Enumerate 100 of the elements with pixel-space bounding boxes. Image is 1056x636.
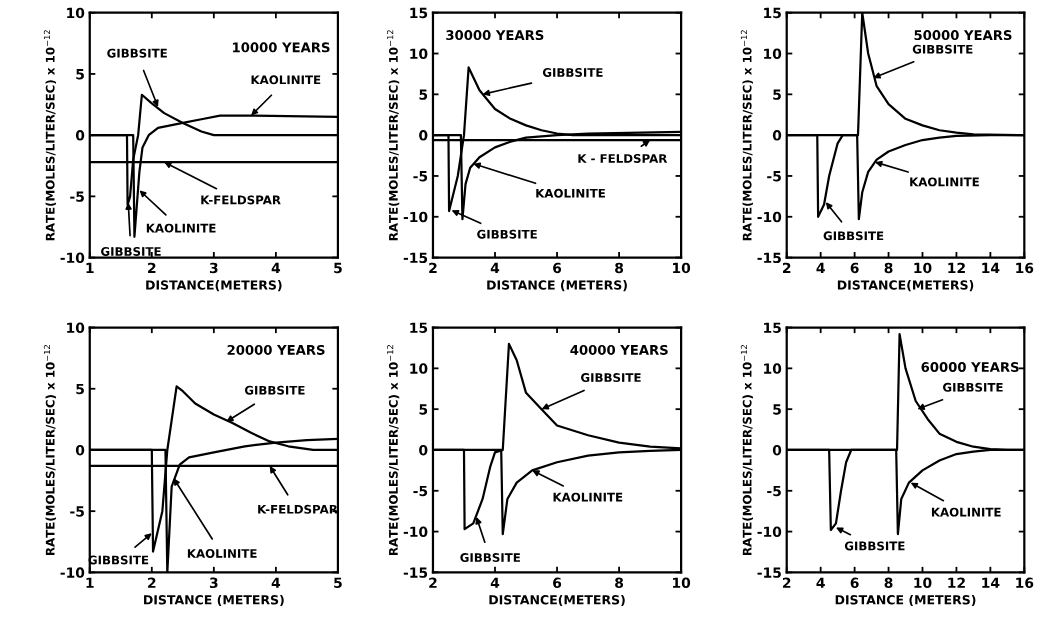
x-tick-label: 16: [1016, 262, 1034, 274]
y-axis-title: RATE(MOLES/LITER/SEC) x 10$^{−12}$: [740, 30, 753, 241]
y-tick-label: -10: [403, 211, 428, 223]
y-tick-label: -15: [757, 252, 781, 264]
y-tick-label: 5: [773, 89, 781, 100]
y-tick-label: 0: [772, 130, 782, 141]
annotation: GIBBSITE: [107, 48, 167, 58]
x-tick-label: 10: [914, 577, 932, 589]
y-tick-label: 5: [419, 89, 428, 100]
x-tick-label: 12: [948, 262, 965, 273]
y-tick-label: -5: [70, 506, 84, 517]
y-axis-title: RATE(MOLES/LITER/SEC) x 10$^{−12}$: [740, 345, 753, 555]
annotation: KAOLINITE: [553, 492, 623, 502]
annotation: GIBBSITE: [823, 231, 884, 241]
x-tick-label: 16: [1016, 577, 1034, 589]
x-tick-label: 1: [86, 577, 94, 588]
x-tick-label: 4: [816, 577, 825, 588]
x-tick-label: 4: [271, 577, 281, 588]
y-tick-label: 10: [764, 48, 782, 59]
x-tick-label: 6: [553, 577, 562, 589]
x-tick-label: 4: [490, 262, 500, 273]
x-tick-label: 14: [982, 262, 1000, 273]
y-tick-label: -10: [757, 211, 782, 223]
x-tick-label: 8: [884, 577, 893, 589]
annotation: K-FELDSPAR: [258, 504, 338, 514]
annotation: KAOLINITE: [910, 177, 979, 187]
x-tick-label: 3: [209, 577, 218, 589]
annotation: GIBBSITE: [101, 246, 161, 256]
x-axis-title: DISTANCE(METERS): [489, 594, 625, 607]
annotation: KAOLINITE: [187, 549, 257, 558]
x-tick-label: 4: [490, 577, 500, 588]
x-tick-label: 2: [782, 577, 791, 588]
y-tick-label: 5: [419, 404, 428, 415]
annotation: GIBBSITE: [844, 541, 905, 551]
x-tick-label: 12: [948, 577, 965, 588]
text: 10000 YEARS: [233, 42, 330, 53]
y-tick-label: 10: [67, 7, 85, 19]
y-tick-label: 0: [419, 444, 428, 456]
y-tick-label: -5: [70, 191, 84, 202]
y-tick-label: -15: [403, 567, 428, 578]
y-axis-title: RATE(MOLES/LITER/SEC) x 10$^{−12}$: [43, 30, 57, 241]
x-axis-title: DISTANCE (METERS): [487, 280, 627, 292]
y-axis-title: RATE(MOLES/LITER/SEC) x 10$^{−12}$: [387, 30, 400, 241]
y-tick-label: -10: [60, 567, 85, 578]
y-tick-label: 0: [419, 130, 428, 141]
y-tick-label: 0: [772, 444, 782, 456]
y-tick-label: 5: [76, 383, 84, 395]
y-tick-label: 10: [764, 363, 782, 374]
x-tick-label: 2: [429, 577, 437, 588]
x-tick-label: 6: [553, 262, 562, 274]
x-tick-label: 6: [850, 577, 859, 589]
x-axis-title: DISTANCE(METERS): [146, 280, 282, 292]
y-tick-label: 10: [410, 363, 428, 374]
x-tick-label: 8: [615, 262, 624, 274]
annotation: GIBBSITE: [460, 553, 520, 562]
y-tick-label: 15: [410, 322, 428, 334]
y-tick-label: 15: [764, 7, 781, 19]
text: 30000 YEARS: [446, 30, 544, 41]
text: 20000 YEARS: [227, 344, 325, 355]
annotation: K-FELDSPAR: [201, 195, 281, 205]
annotation: KAOLINITE: [251, 75, 321, 85]
x-axis-title: DISTANCE (METERS): [144, 594, 284, 607]
x-tick-label: 10: [673, 577, 691, 589]
text: 50000 YEARS: [914, 30, 1012, 41]
x-tick-label: 4: [271, 262, 281, 273]
y-tick-label: -15: [403, 252, 428, 264]
y-axis-title: RATE(MOLES/LITER/SEC) x 10$^{−12}$: [43, 345, 57, 555]
x-tick-label: 8: [615, 577, 624, 589]
x-tick-label: 3: [209, 262, 218, 274]
x-axis-title: DISTANCE (METERS): [835, 594, 976, 607]
x-tick-label: 8: [884, 262, 893, 274]
x-tick-label: 4: [816, 262, 825, 273]
x-tick-label: 2: [148, 262, 156, 273]
x-tick-label: 14: [982, 577, 1000, 588]
y-tick-label: -15: [757, 567, 781, 578]
text: 60000 YEARS: [921, 362, 1019, 373]
x-tick-label: 10: [914, 262, 932, 274]
y-tick-label: -5: [767, 485, 781, 497]
x-tick-label: 2: [429, 262, 437, 273]
x-tick-label: 5: [334, 577, 342, 589]
y-tick-label: 0: [75, 444, 85, 456]
annotation: GIBBSITE: [912, 44, 973, 54]
text: 40000 YEARS: [570, 344, 668, 355]
y-tick-label: -5: [767, 171, 781, 182]
y-tick-label: -10: [403, 526, 428, 538]
annotation: GIBBSITE: [943, 382, 1003, 392]
annotation: GIBBSITE: [244, 385, 305, 395]
annotation: KAOLINITE: [536, 188, 605, 198]
y-tick-label: 15: [410, 7, 428, 19]
y-axis-title: RATE(MOLES/LITER/SEC) x 10$^{−12}$: [387, 345, 400, 555]
x-tick-label: 1: [86, 262, 94, 273]
x-tick-label: 6: [850, 262, 859, 274]
x-axis-title: DISTANCE(METERS): [837, 280, 974, 292]
annotation: GIBBSITE: [477, 229, 537, 239]
y-tick-label: -5: [413, 171, 428, 182]
x-tick-label: 2: [148, 577, 156, 588]
annotation: KAOLINITE: [931, 507, 1001, 517]
y-tick-label: 10: [410, 48, 428, 59]
annotation: K - FELDSPAR: [578, 153, 668, 163]
y-tick-label: 10: [67, 322, 85, 334]
